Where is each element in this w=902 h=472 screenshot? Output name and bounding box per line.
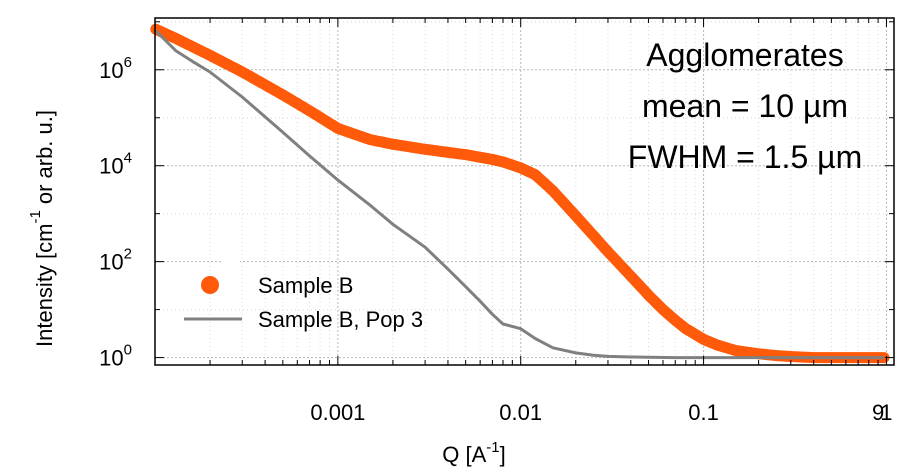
y-tick-label: 106 bbox=[99, 54, 132, 83]
annotation-title: Agglomerates bbox=[646, 37, 843, 73]
legend-marker-sample-b bbox=[201, 276, 219, 294]
x-tick-label: 0.001 bbox=[310, 400, 365, 425]
ticks bbox=[154, 18, 894, 365]
legend-bg-gap bbox=[222, 260, 240, 278]
legend-label-sample-b: Sample B bbox=[258, 273, 353, 298]
x-tick-label: 0.01 bbox=[499, 400, 542, 425]
legend-label-pop3: Sample B, Pop 3 bbox=[258, 307, 423, 332]
tick-labels: 0.001 0.01 0.1 91 100 102 104 106 bbox=[99, 54, 892, 425]
x-tick-label: 1 bbox=[880, 400, 892, 425]
series-sample-b bbox=[150, 23, 890, 364]
annotation-mean: mean = 10 µm bbox=[642, 88, 848, 124]
x-tick-label: 0.1 bbox=[688, 400, 719, 425]
y-tick-label: 104 bbox=[99, 150, 132, 179]
plot-frame bbox=[154, 17, 895, 366]
legend: Sample B Sample B, Pop 3 bbox=[184, 260, 423, 332]
y-tick-label: 100 bbox=[99, 342, 132, 371]
x-tick-label: 9 bbox=[872, 400, 884, 425]
series-layer bbox=[150, 23, 890, 364]
series-sample-b-pop3-line bbox=[154, 29, 884, 360]
y-tick-label: 102 bbox=[99, 246, 132, 275]
x-axis-title: Q [A-1] bbox=[442, 439, 505, 467]
y-axis-title: Intensity [cm-1or arb. u.] bbox=[27, 110, 57, 347]
annotation-fwhm: FWHM = 1.5 µm bbox=[628, 139, 862, 175]
